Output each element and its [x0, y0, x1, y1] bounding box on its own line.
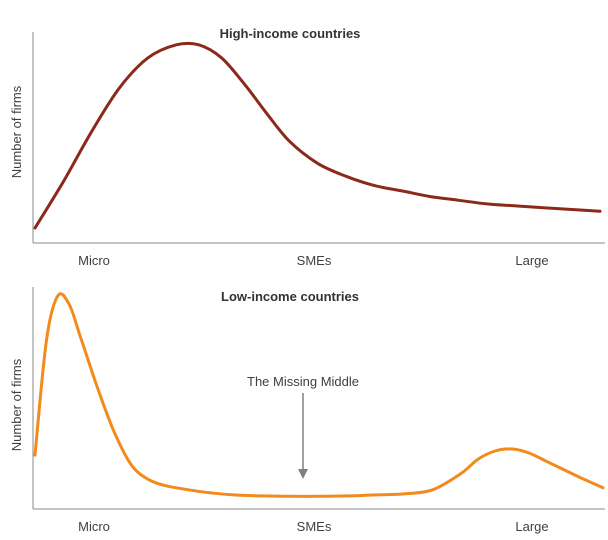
x-tick-label-large-top: Large — [515, 253, 548, 268]
series-line-high-income — [33, 41, 602, 230]
annotation-missing-middle: The Missing Middle — [247, 374, 359, 389]
x-tick-label-micro-bottom: Micro — [78, 519, 110, 534]
x-tick-label-smes-bottom: SMEs — [297, 519, 332, 534]
series-line-low-income — [33, 292, 605, 498]
chart-title-bottom: Low-income countries — [221, 289, 359, 304]
chart-title-top: High-income countries — [220, 26, 361, 41]
annotation-arrow — [298, 393, 308, 479]
x-tick-label-large-bottom: Large — [515, 519, 548, 534]
x-tick-label-micro-top: Micro — [78, 253, 110, 268]
chart-panel-high-income: High-income countries Number of firms Mi… — [9, 26, 605, 268]
y-axis-label-top: Number of firms — [9, 85, 24, 178]
y-axis-label-bottom: Number of firms — [9, 358, 24, 451]
x-tick-label-smes-top: SMEs — [297, 253, 332, 268]
annotation-arrow-head — [298, 469, 308, 479]
chart-panel-low-income: Low-income countries Number of firms Mic… — [9, 287, 605, 534]
